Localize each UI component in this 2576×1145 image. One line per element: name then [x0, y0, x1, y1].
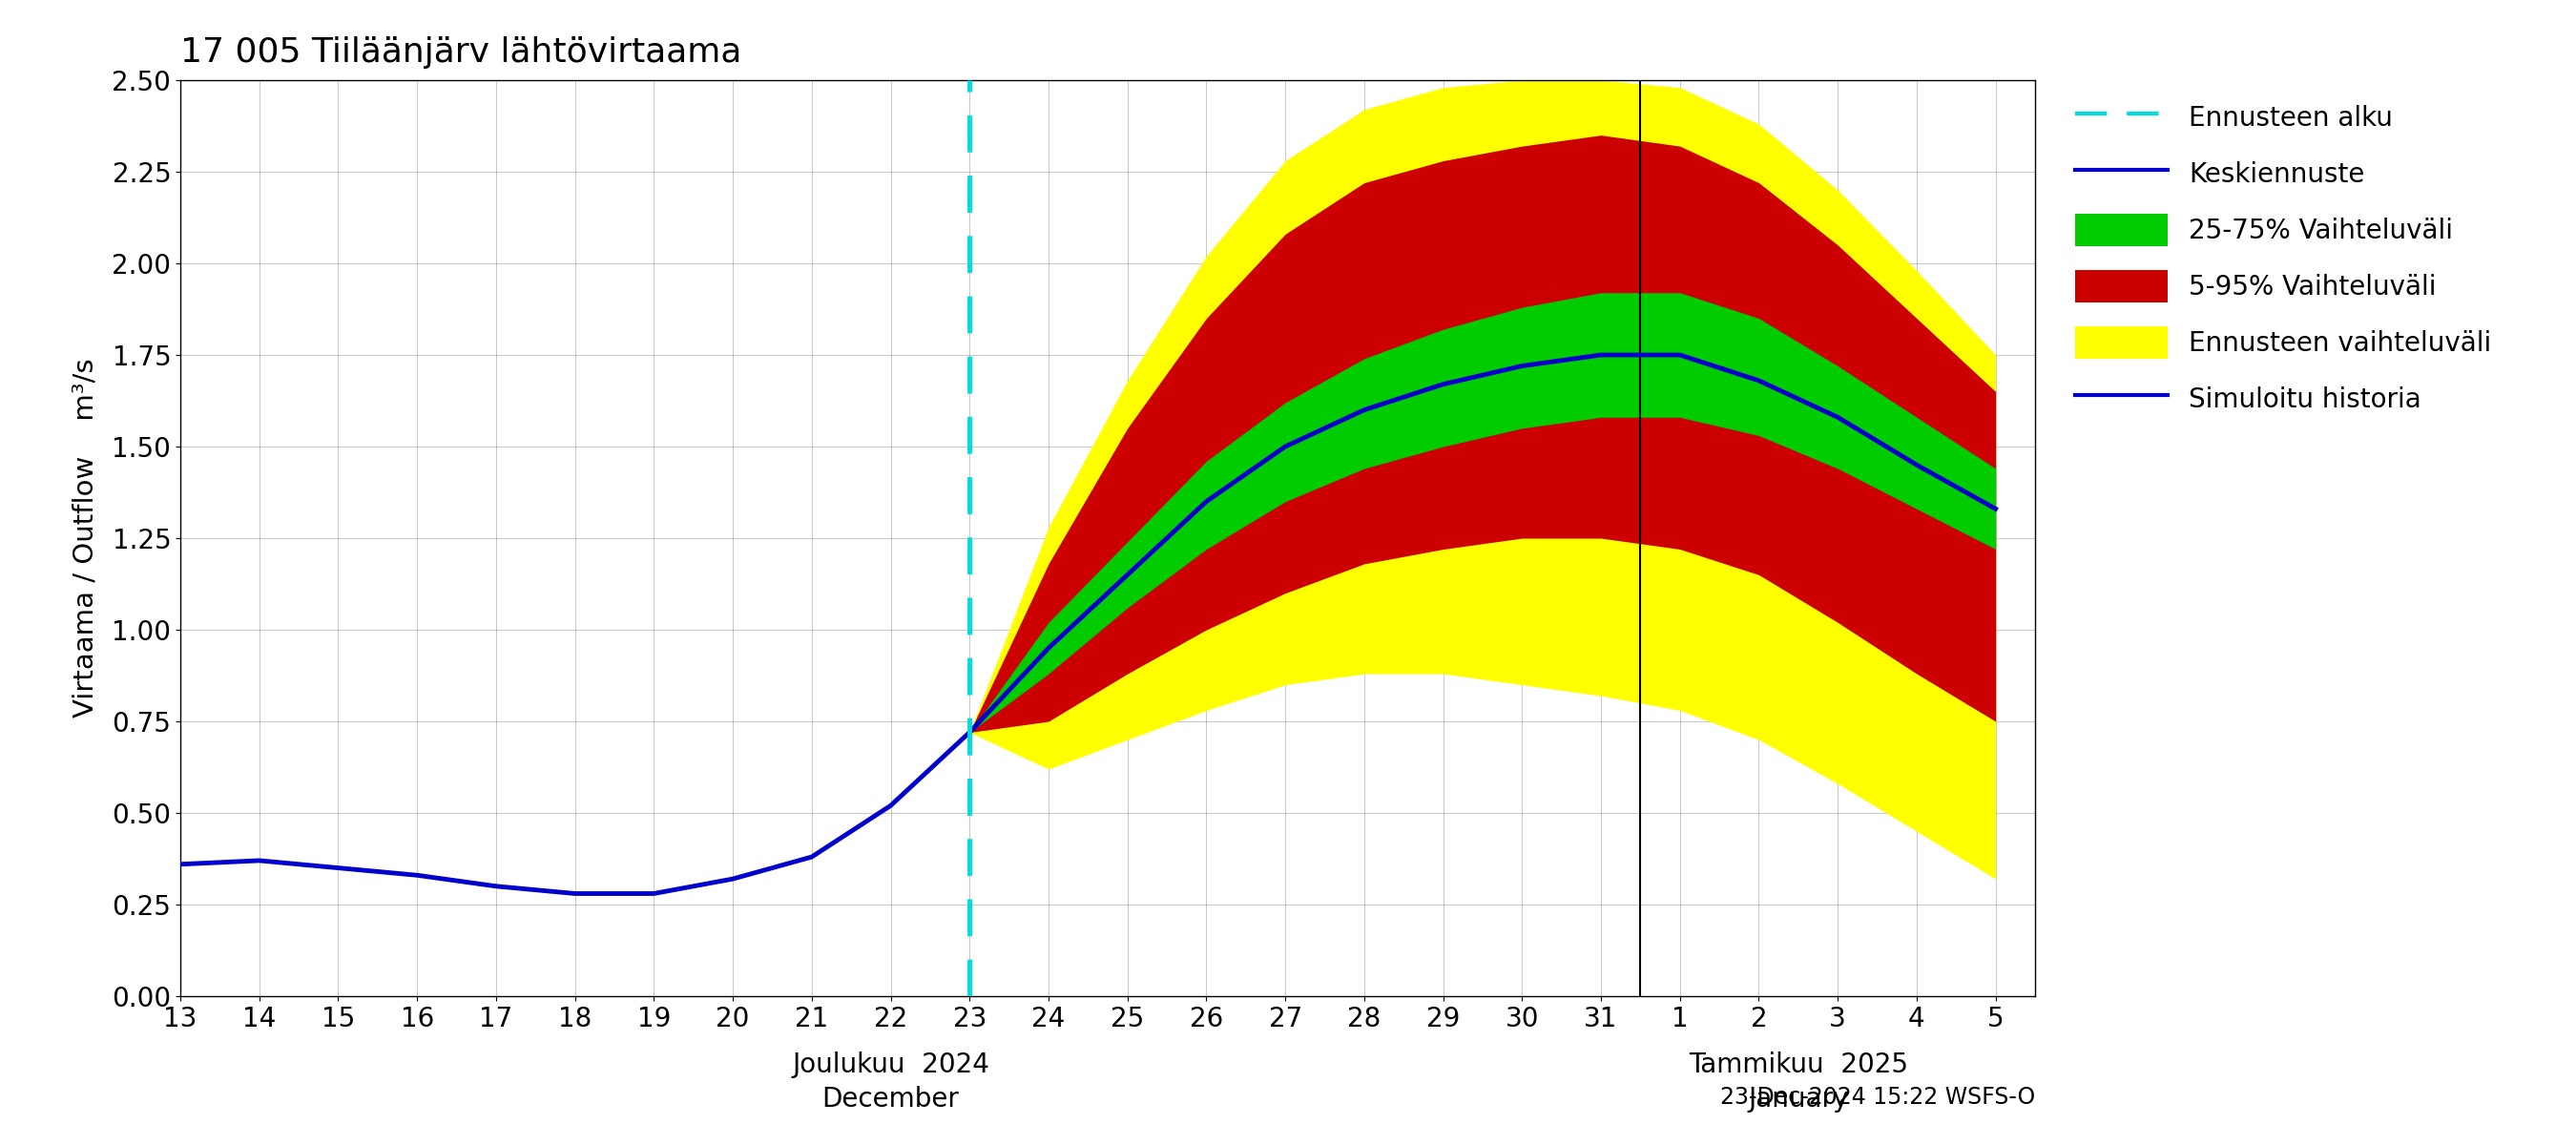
Text: Tammikuu  2025: Tammikuu 2025 [1687, 1052, 1909, 1079]
Text: 17 005 Tiiläänjärv lähtövirtaama: 17 005 Tiiläänjärv lähtövirtaama [180, 35, 742, 69]
Text: January: January [1749, 1087, 1850, 1113]
Text: Joulukuu  2024: Joulukuu 2024 [791, 1052, 989, 1079]
Y-axis label: Virtaama / Outflow    m³/s: Virtaama / Outflow m³/s [72, 358, 98, 718]
Legend: Ennusteen alku, Keskiennuste, 25-75% Vaihteluväli, 5-95% Vaihteluväli, Ennusteen: Ennusteen alku, Keskiennuste, 25-75% Vai… [2066, 94, 2499, 423]
Text: 23-Dec-2024 15:22 WSFS-O: 23-Dec-2024 15:22 WSFS-O [1721, 1087, 2035, 1110]
Text: December: December [822, 1087, 958, 1113]
